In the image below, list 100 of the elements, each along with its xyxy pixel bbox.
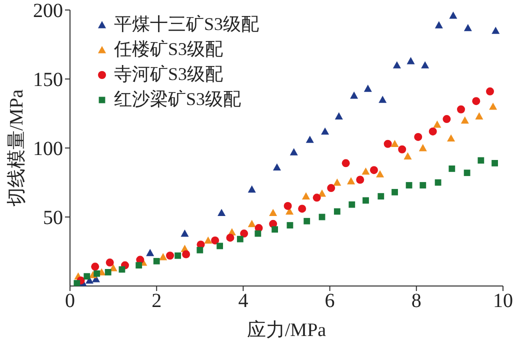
point [457, 105, 465, 114]
point [180, 230, 189, 237]
point [333, 178, 342, 186]
point [74, 280, 80, 286]
point [306, 136, 314, 143]
point [290, 148, 298, 156]
point [302, 192, 310, 200]
y-tick-label: 100 [33, 138, 63, 160]
point [420, 182, 426, 188]
point [362, 167, 370, 175]
point [254, 230, 262, 237]
point [449, 12, 458, 19]
point [159, 253, 168, 260]
point [342, 159, 350, 168]
point [464, 170, 470, 176]
point [240, 230, 248, 238]
point [298, 204, 306, 213]
y-tick-label: 200 [33, 0, 63, 22]
point [492, 26, 500, 34]
point [392, 188, 398, 196]
point [84, 273, 90, 280]
point [384, 140, 392, 148]
x-tick-label: 2 [152, 290, 162, 312]
point [414, 132, 422, 141]
point [347, 177, 356, 184]
point [489, 102, 498, 110]
point [378, 96, 387, 103]
point [334, 208, 340, 215]
x-tick-label: 4 [238, 290, 248, 312]
point [272, 226, 278, 233]
point [421, 61, 430, 68]
point [478, 157, 484, 164]
point [492, 160, 498, 166]
point [472, 97, 480, 106]
point [486, 87, 494, 96]
point [153, 258, 160, 264]
point [370, 166, 378, 174]
point [196, 246, 204, 254]
point [364, 84, 372, 92]
legend-label: 红沙梁矿S3级配 [114, 88, 242, 111]
point [350, 92, 358, 99]
point [226, 234, 234, 242]
point [204, 236, 212, 244]
point [464, 24, 472, 32]
point [406, 57, 415, 64]
point [356, 176, 364, 184]
point [392, 61, 401, 68]
point [248, 220, 256, 228]
point [434, 21, 443, 28]
point [433, 120, 442, 128]
point [348, 201, 356, 208]
point [442, 115, 451, 124]
x-tick-label: 6 [324, 290, 335, 312]
point [284, 202, 292, 210]
x-tick-label: 8 [411, 290, 422, 312]
y-axis-title: 切线模量/MPa [6, 88, 28, 207]
point [475, 112, 484, 120]
legend-label: 寺河矿S3级配 [114, 63, 224, 86]
x-tick-label: 0 [65, 290, 75, 312]
point [248, 185, 256, 193]
point [272, 163, 281, 171]
point [362, 197, 369, 204]
point [269, 208, 278, 216]
point [146, 248, 154, 256]
point [216, 242, 224, 250]
legend-label: 任楼矿S3级配 [114, 38, 224, 61]
point [304, 218, 310, 224]
point [136, 262, 142, 268]
point [174, 252, 182, 259]
point [434, 179, 442, 186]
point [218, 208, 226, 216]
point [94, 270, 100, 277]
point [404, 152, 412, 160]
point [321, 127, 330, 135]
point [418, 144, 427, 152]
point [406, 182, 412, 188]
y-tick-label: 50 [43, 207, 63, 230]
point [211, 236, 220, 244]
point [118, 266, 126, 273]
x-tick-label: 10 [493, 290, 513, 312]
point [376, 170, 384, 178]
point [106, 258, 114, 267]
point [286, 222, 294, 228]
point [334, 112, 343, 120]
point [327, 184, 336, 192]
point [236, 236, 244, 242]
point [166, 252, 174, 260]
point [390, 140, 399, 148]
point [104, 269, 112, 276]
point [378, 193, 384, 200]
point [448, 166, 456, 172]
point [91, 262, 100, 271]
legend-label: 平煤十三矿S3级配 [114, 13, 260, 36]
point [460, 116, 469, 124]
point [398, 145, 406, 154]
point [182, 250, 190, 258]
point [428, 127, 437, 136]
y-tick-label: 150 [33, 69, 63, 92]
point [312, 194, 321, 202]
point [447, 134, 456, 142]
